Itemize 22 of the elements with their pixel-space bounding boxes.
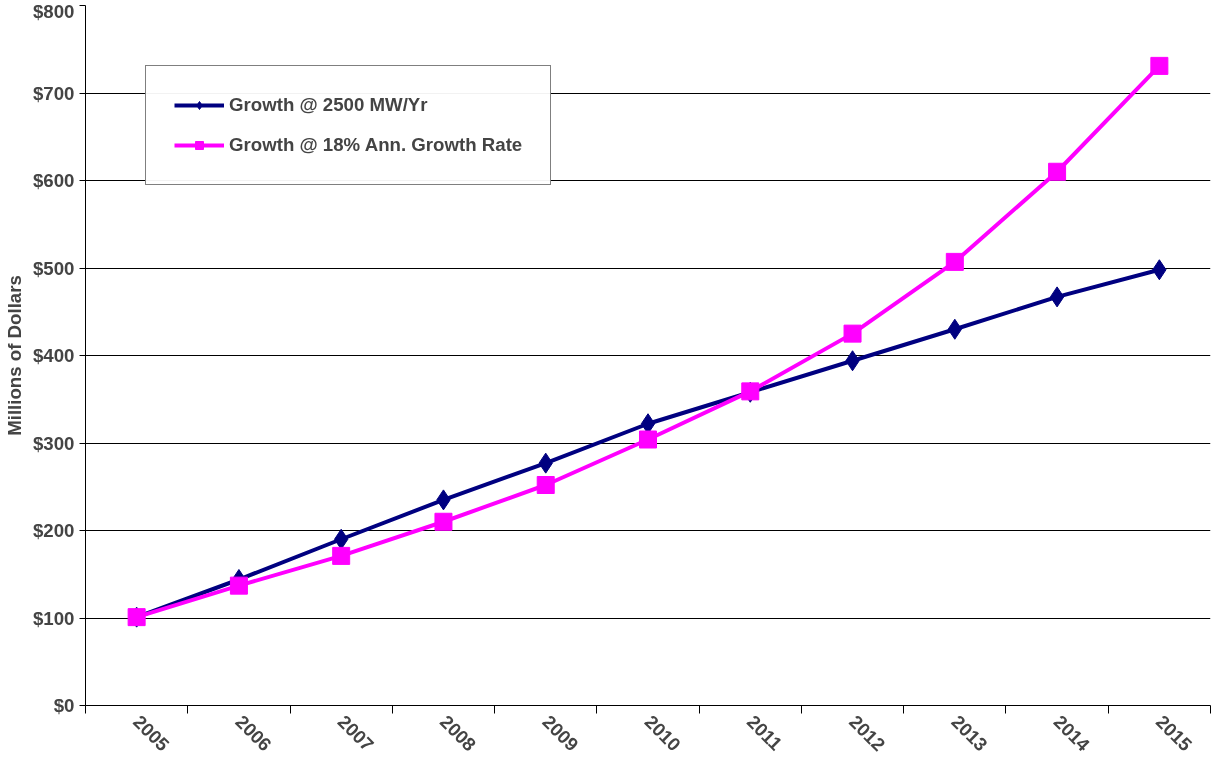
point	[1049, 286, 1065, 308]
point	[1048, 162, 1067, 181]
y-tick-label: $200	[33, 520, 75, 541]
y-tick-label: $600	[33, 170, 75, 191]
y-tick-label: $0	[53, 695, 75, 716]
y-axis-title: Millions of Dollars	[4, 275, 25, 436]
y-tick-label: $500	[33, 257, 75, 279]
legend-label: Growth @ 2500 MW/Yr	[229, 94, 428, 116]
point	[639, 430, 657, 449]
y-tick-label: $800	[33, 0, 75, 22]
point	[434, 512, 453, 531]
y-tick-label: $300	[33, 432, 75, 454]
y-tick-label: $100	[33, 607, 75, 629]
legend-label: Growth @ 18% Ann. Growth Rate	[229, 134, 523, 156]
point	[229, 576, 248, 595]
y-tick-label: $400	[33, 345, 75, 366]
point	[1150, 56, 1169, 75]
point	[536, 476, 555, 494]
point	[843, 324, 862, 343]
y-tick-label: $700	[33, 82, 75, 104]
point	[945, 252, 964, 271]
point	[332, 546, 351, 565]
